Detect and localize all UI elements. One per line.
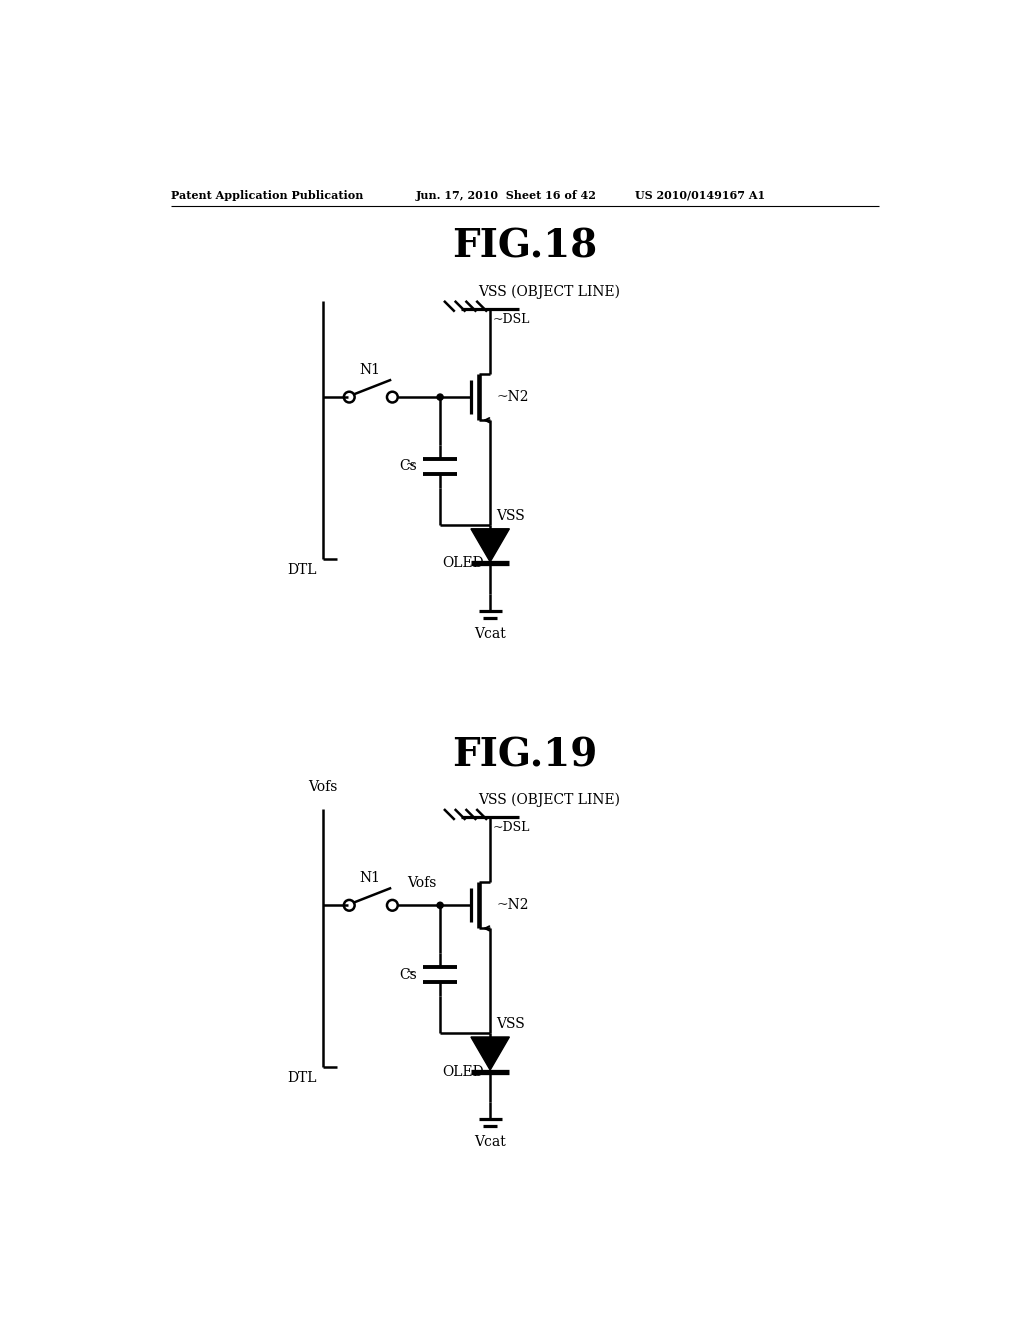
Text: VSS: VSS <box>497 508 525 523</box>
Text: Vofs: Vofs <box>308 780 338 793</box>
Text: DTL: DTL <box>288 1071 316 1085</box>
Polygon shape <box>471 1038 509 1071</box>
Text: VSS: VSS <box>497 1016 525 1031</box>
Text: N1: N1 <box>359 871 380 886</box>
Text: ~: ~ <box>407 459 416 470</box>
Text: Cs: Cs <box>399 968 417 982</box>
Text: OLED: OLED <box>442 1065 484 1078</box>
Text: Patent Application Publication: Patent Application Publication <box>171 190 362 201</box>
Text: OLED: OLED <box>442 557 484 570</box>
Circle shape <box>437 903 443 908</box>
Text: DTL: DTL <box>288 562 316 577</box>
Text: US 2010/0149167 A1: US 2010/0149167 A1 <box>635 190 765 201</box>
Text: Vcat: Vcat <box>474 1135 506 1148</box>
Text: Cs: Cs <box>399 459 417 474</box>
Text: VSS (OBJECT LINE): VSS (OBJECT LINE) <box>478 792 621 807</box>
Text: ~: ~ <box>407 968 416 978</box>
Text: ~N2: ~N2 <box>497 391 528 404</box>
Text: ~DSL: ~DSL <box>493 821 529 834</box>
Circle shape <box>437 395 443 400</box>
Text: VSS (OBJECT LINE): VSS (OBJECT LINE) <box>478 284 621 298</box>
Text: ~DSL: ~DSL <box>493 313 529 326</box>
Text: Vofs: Vofs <box>407 876 436 890</box>
Text: N1: N1 <box>359 363 380 378</box>
Text: ~N2: ~N2 <box>497 899 528 912</box>
Text: Vcat: Vcat <box>474 627 506 640</box>
Polygon shape <box>471 529 509 562</box>
Text: FIG.18: FIG.18 <box>453 228 597 265</box>
Text: Jun. 17, 2010  Sheet 16 of 42: Jun. 17, 2010 Sheet 16 of 42 <box>416 190 596 201</box>
Text: FIG.19: FIG.19 <box>453 737 597 774</box>
